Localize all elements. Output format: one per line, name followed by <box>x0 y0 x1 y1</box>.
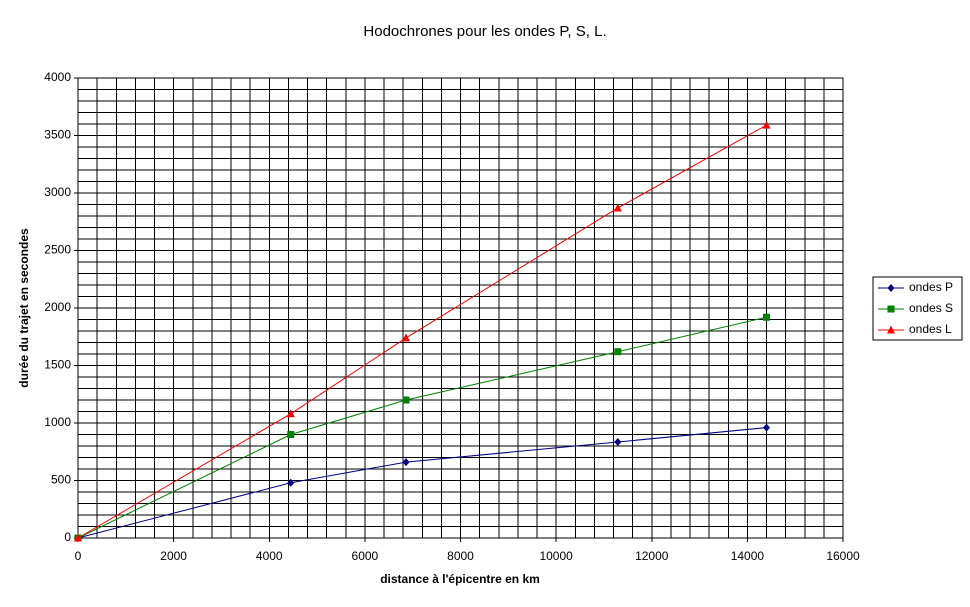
legend-marker <box>887 325 895 334</box>
marker <box>614 437 622 446</box>
legend-label: ondes P <box>909 280 953 294</box>
legend-marker <box>887 305 895 313</box>
x-tick-label: 10000 <box>539 549 573 563</box>
y-tick-label: 1500 <box>44 358 71 372</box>
legend-label: ondes S <box>909 301 953 315</box>
y-tick-label: 3500 <box>44 128 71 142</box>
y-axis-label: durée du trajet en secondes <box>17 228 31 388</box>
chart-title: Hodochrones pour les ondes P, S, L. <box>363 23 606 40</box>
marker <box>402 458 410 467</box>
marker <box>74 533 82 542</box>
y-tick-label: 0 <box>64 530 71 544</box>
marker <box>613 203 622 212</box>
y-tick-label: 2500 <box>44 243 71 257</box>
marker <box>402 396 410 404</box>
marker <box>287 478 295 487</box>
marker <box>401 333 410 342</box>
x-tick-label: 8000 <box>447 549 474 563</box>
y-tick-label: 3000 <box>44 185 71 199</box>
x-axis-label: distance à l'épicentre en km <box>380 572 540 586</box>
marker <box>763 313 770 321</box>
y-tick-label: 2000 <box>44 300 71 314</box>
y-tick-label: 4000 <box>44 70 71 84</box>
marker <box>763 423 770 432</box>
marker <box>287 431 295 438</box>
marker <box>286 409 295 418</box>
x-tick-label: 12000 <box>635 549 669 563</box>
x-tick-label: 6000 <box>352 549 379 563</box>
y-tick-label: 1000 <box>44 415 71 429</box>
plot-border <box>77 77 844 539</box>
x-tick-label: 4000 <box>256 549 283 563</box>
legend-label: ondes L <box>909 322 952 336</box>
x-tick-label: 16000 <box>826 549 860 563</box>
x-tick-label: 2000 <box>160 549 187 563</box>
x-tick-label: 0 <box>75 549 82 563</box>
marker <box>762 120 771 129</box>
legend-marker <box>887 284 895 292</box>
marker <box>614 348 622 356</box>
y-tick-label: 500 <box>51 473 71 487</box>
x-tick-label: 14000 <box>731 549 765 563</box>
